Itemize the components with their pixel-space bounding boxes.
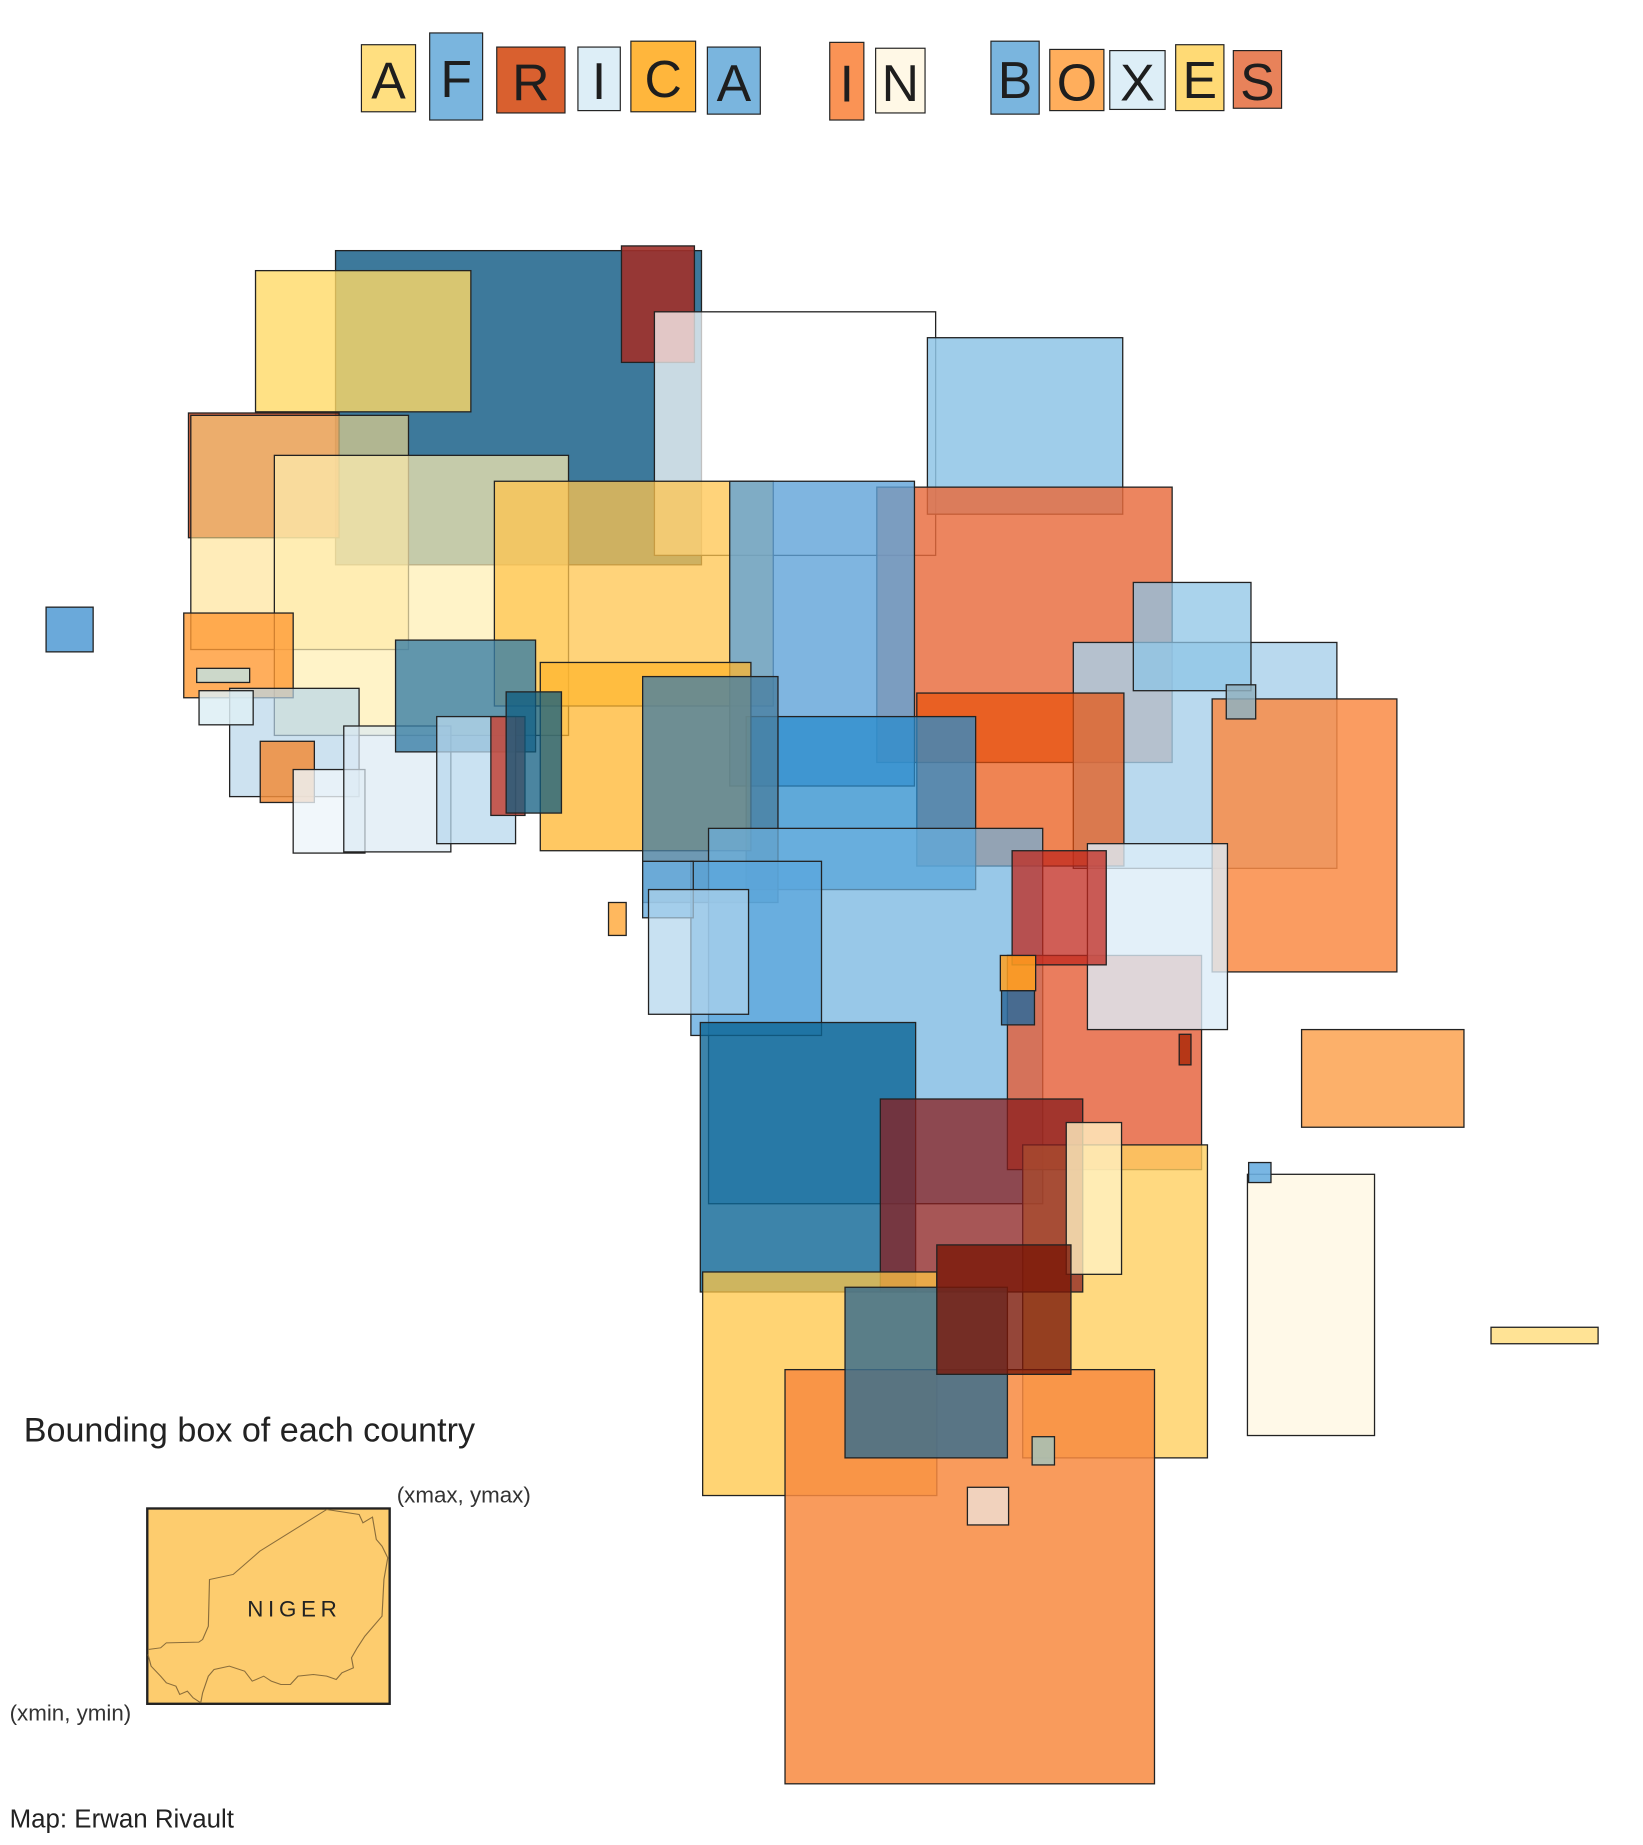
title-letter: X xyxy=(1120,53,1155,111)
country-bounding-box xyxy=(607,901,627,937)
legend-country-label: NIGER xyxy=(247,1597,341,1622)
title-letter-box xyxy=(706,46,761,115)
country-bounding-box xyxy=(1132,581,1252,692)
title-letter: S xyxy=(1240,53,1275,111)
title-letter-tile: I xyxy=(577,46,621,112)
title-letter-box xyxy=(1175,44,1225,112)
title-letter-box xyxy=(1109,50,1166,111)
title-letter-tile: N xyxy=(875,47,926,114)
title-letter: C xyxy=(645,50,682,108)
title-letter-tile: O xyxy=(1049,48,1105,112)
title-letter-box xyxy=(875,47,926,114)
title-letter: I xyxy=(592,52,606,110)
legend-max-label: (xmax, ymax) xyxy=(397,1483,531,1508)
country-bounding-box xyxy=(1065,1121,1123,1275)
title-letter: R xyxy=(512,53,549,111)
title-letter-box xyxy=(1232,50,1283,109)
title-letter-box xyxy=(577,46,621,112)
country-bounding-box xyxy=(1000,990,1036,1026)
title-letter-box xyxy=(496,46,566,114)
title-letter: B xyxy=(998,51,1033,109)
title-letter-box xyxy=(360,44,417,113)
title-letter-box xyxy=(630,40,697,113)
country-bounding-box xyxy=(183,612,294,699)
country-bounding-box xyxy=(1211,698,1398,973)
country-bounding-box xyxy=(505,691,563,814)
title-letter-tile: E xyxy=(1175,44,1225,112)
country-bounding-box xyxy=(1011,850,1107,966)
title-letter-tile: C xyxy=(630,40,697,113)
country-bounding-box xyxy=(936,1244,1072,1375)
country-bounding-box xyxy=(1178,1033,1192,1066)
title-letter: E xyxy=(1183,51,1218,109)
title-letter: N xyxy=(882,54,919,112)
country-bounding-box xyxy=(1300,1028,1465,1128)
niger-outline xyxy=(147,1508,389,1704)
country-bounding-box xyxy=(999,954,1037,992)
country-bounding-box xyxy=(926,337,1124,515)
legend: Bounding box of each country NIGER (xmax… xyxy=(10,1411,531,1725)
country-bounding-box xyxy=(1247,1161,1272,1184)
title-letter-tile: R xyxy=(496,46,566,114)
title-letter-tile: S xyxy=(1232,50,1283,111)
title-letter: I xyxy=(840,55,854,113)
map-credit: Map: Erwan Rivault xyxy=(10,1805,234,1833)
country-bounding-box xyxy=(198,690,254,726)
country-bounding-box xyxy=(45,606,94,653)
legend-min-label: (xmin, ymin) xyxy=(10,1700,132,1725)
title-letter-box xyxy=(990,40,1040,115)
country-bounding-box xyxy=(966,1486,1010,1526)
country-bounding-box xyxy=(1490,1326,1599,1345)
title-letter-box xyxy=(429,32,484,121)
legend-niger-box xyxy=(146,1507,391,1705)
country-bounding-box xyxy=(1031,1436,1056,1466)
legend-title: Bounding box of each country xyxy=(24,1411,475,1449)
country-bounding-box xyxy=(1246,1173,1376,1437)
title-letter-tile: B xyxy=(990,40,1040,115)
country-bounding-box xyxy=(1086,843,1229,1031)
title-letter-tile: F xyxy=(429,32,484,121)
title-letter-tile: I xyxy=(829,41,865,121)
title-letter: A xyxy=(717,54,752,112)
title-letter: F xyxy=(440,50,472,108)
country-bounding-box xyxy=(647,888,750,1015)
title-letter: O xyxy=(1057,53,1097,111)
title-letter-tile: X xyxy=(1109,50,1166,111)
country-bounding-box xyxy=(1225,684,1257,720)
country-bounding-box xyxy=(196,667,251,684)
title-letter-tile: A xyxy=(360,44,417,113)
country-bounding-boxes xyxy=(45,245,1599,1785)
country-bounding-box xyxy=(254,269,472,413)
title-letter-box xyxy=(829,41,865,121)
title-letter: A xyxy=(371,52,406,110)
title-letter-box xyxy=(1049,48,1105,112)
title-letter-tile: A xyxy=(706,46,761,115)
